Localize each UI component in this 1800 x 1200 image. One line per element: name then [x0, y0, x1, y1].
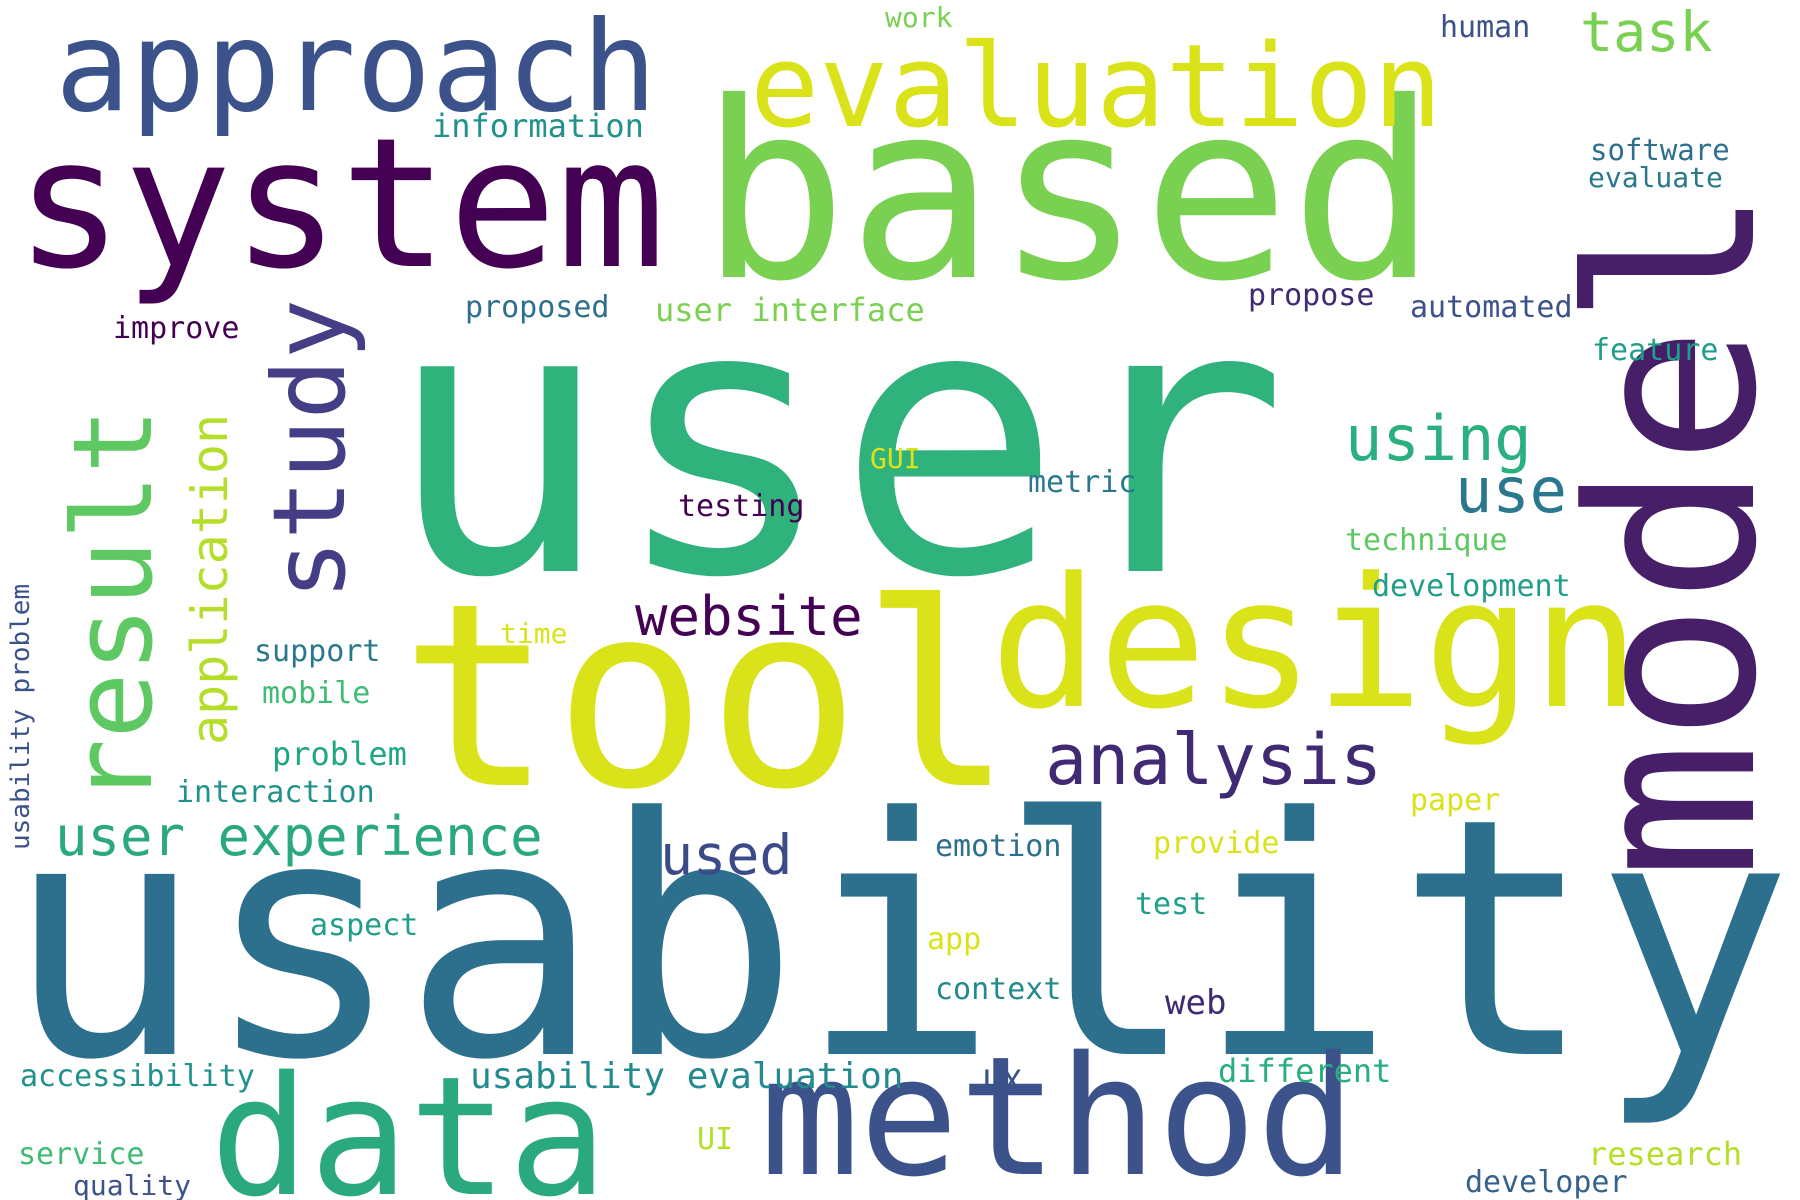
- word-approach: approach: [55, 0, 658, 140]
- word-provide: provide: [1153, 826, 1280, 861]
- word-based: based: [700, 50, 1438, 335]
- word-tool: tool: [400, 549, 1015, 846]
- word-usability-evaluation: usability evaluation: [470, 1056, 904, 1097]
- word-ux: UX: [983, 1063, 1022, 1101]
- word-interaction: interaction: [176, 775, 375, 810]
- word-gui: GUI: [870, 442, 921, 475]
- word-accessibility: accessibility: [20, 1059, 255, 1094]
- word-software: software: [1590, 133, 1730, 167]
- word-service: service: [18, 1137, 145, 1172]
- word-time: time: [500, 617, 568, 650]
- word-different: different: [1218, 1052, 1392, 1090]
- word-analysis: analysis: [1045, 719, 1383, 801]
- word-emotion: emotion: [935, 829, 1062, 864]
- word-data: data: [210, 1041, 608, 1200]
- word-evaluate: evaluate: [1588, 161, 1723, 194]
- word-developer: developer: [1465, 1165, 1628, 1200]
- word-website: website: [635, 585, 863, 648]
- word-user: user: [385, 224, 1289, 660]
- word-task: task: [1580, 0, 1713, 64]
- word-development: development: [1372, 569, 1571, 604]
- word-human: human: [1440, 10, 1531, 45]
- word-feature: feature: [1592, 333, 1719, 368]
- word-propose: propose: [1248, 278, 1375, 313]
- word-support: support: [254, 634, 381, 669]
- word-method: method: [760, 1021, 1357, 1200]
- word-quality: quality: [73, 1169, 192, 1200]
- word-app: app: [927, 922, 982, 957]
- word-using: using: [1345, 402, 1532, 475]
- word-technique: technique: [1345, 523, 1508, 558]
- word-web: web: [1165, 983, 1227, 1023]
- word-mobile: mobile: [262, 676, 371, 711]
- word-automated: automated: [1410, 290, 1573, 325]
- word-usability: usability: [5, 748, 1794, 1132]
- word-ui: UI: [697, 1122, 734, 1157]
- word-design: design: [990, 540, 1641, 749]
- word-problem: problem: [272, 735, 407, 773]
- word-user-experience: user experience: [55, 805, 543, 868]
- word-study: study: [251, 298, 368, 600]
- word-research: research: [1588, 1135, 1743, 1173]
- word-result: result: [49, 407, 177, 805]
- word-user-interface: user interface: [655, 291, 925, 329]
- word-proposed: proposed: [465, 290, 610, 325]
- word-aspect: aspect: [310, 908, 419, 943]
- word-test: test: [1135, 887, 1208, 922]
- word-context: context: [935, 972, 1062, 1007]
- word-used: used: [660, 823, 793, 887]
- word-testing: testing: [678, 489, 805, 524]
- word-use: use: [1455, 454, 1567, 527]
- word-information: information: [432, 107, 644, 145]
- word-metric: metric: [1028, 465, 1137, 500]
- word-improve: improve: [113, 311, 240, 346]
- word-evaluation: evaluation: [750, 20, 1443, 154]
- word-application: application: [181, 413, 239, 745]
- word-paper: paper: [1410, 783, 1501, 818]
- word-work: work: [885, 1, 953, 34]
- word-usability-problem: usability problem: [6, 583, 36, 850]
- word-system: system: [15, 100, 666, 309]
- word-model: model: [1541, 187, 1800, 880]
